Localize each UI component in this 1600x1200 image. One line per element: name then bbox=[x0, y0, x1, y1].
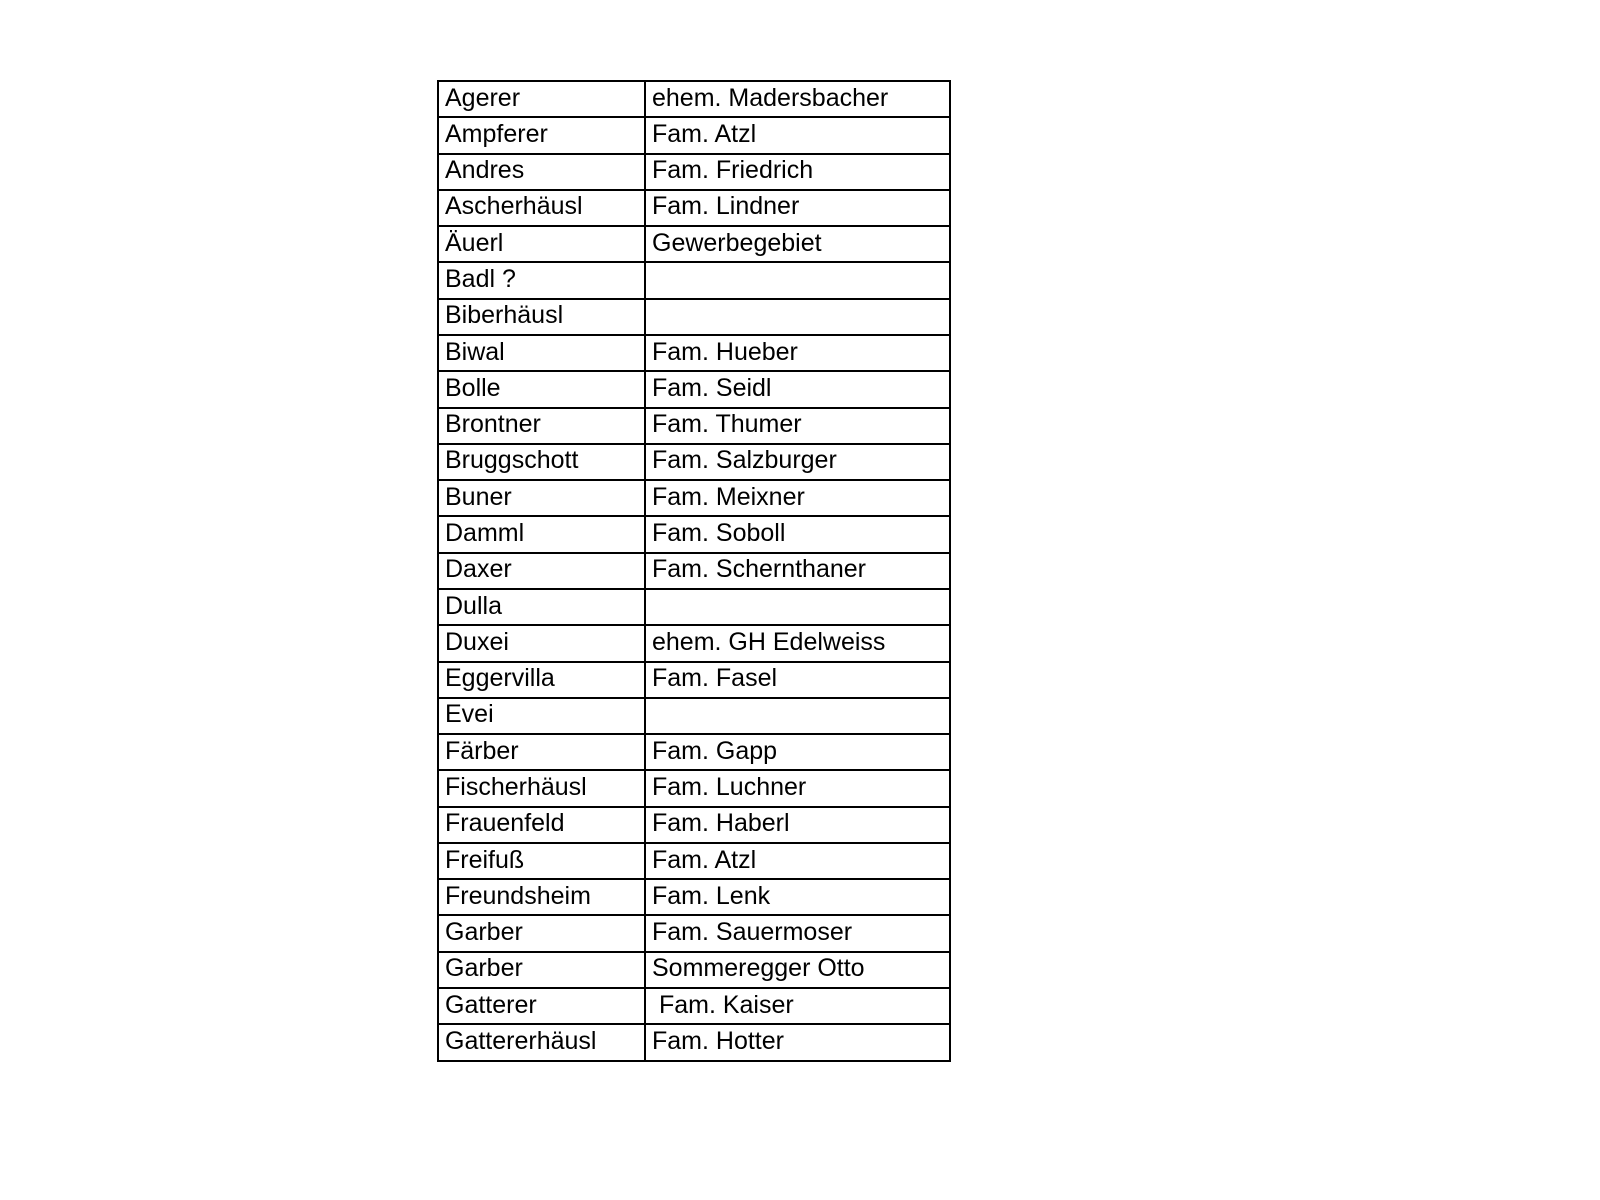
table-row: Eggervilla Fam. Fasel bbox=[437, 660, 951, 699]
occupant-cell: Sommeregger Otto bbox=[644, 950, 951, 990]
table-row: Gatterer Fam. Kaiser bbox=[437, 987, 951, 1026]
house-name-cell: Brontner bbox=[437, 406, 646, 445]
table-row: Bruggschott Fam. Salzburger bbox=[437, 442, 951, 482]
table-row: Biberhäusl bbox=[437, 297, 951, 336]
table-row: Dulla bbox=[437, 587, 951, 627]
table-row: Daxer Fam. Schernthaner bbox=[437, 551, 951, 590]
occupant-cell: Fam. Lenk bbox=[644, 878, 951, 917]
table-row: Frauenfeld Fam. Haberl bbox=[437, 805, 951, 844]
table-row: Biwal Fam. Hueber bbox=[437, 333, 951, 373]
house-name-cell: Daxer bbox=[437, 551, 646, 590]
table-row: Freifuß Fam. Atzl bbox=[437, 841, 951, 881]
occupant-cell bbox=[644, 587, 951, 627]
occupant-cell: Fam. Lindner bbox=[644, 188, 951, 228]
house-name-cell: Frauenfeld bbox=[437, 805, 646, 844]
table-row: Buner Fam. Meixner bbox=[437, 479, 951, 518]
occupant-cell bbox=[644, 696, 951, 736]
house-name-cell: Freundsheim bbox=[437, 878, 646, 917]
house-occupant-table: Agerer ehem. Madersbacher Ampferer Fam. Atz… bbox=[437, 79, 951, 1062]
occupant-cell bbox=[644, 297, 951, 336]
house-name-cell: Gattererhäusl bbox=[437, 1023, 646, 1062]
table-row: Äuerl Gewerbegebiet bbox=[437, 225, 951, 264]
house-name-cell: Evei bbox=[437, 696, 646, 736]
house-name-cell: Damml bbox=[437, 515, 646, 554]
table-row: Badl ? bbox=[437, 261, 951, 300]
occupant-cell: Fam. Hotter bbox=[644, 1023, 951, 1062]
table-row: Brontner Fam. Thumer bbox=[437, 406, 951, 445]
house-name-cell: Fischerhäusl bbox=[437, 769, 646, 808]
occupant-cell: Gewerbegebiet bbox=[644, 225, 951, 264]
occupant-cell: Fam. Salzburger bbox=[644, 442, 951, 482]
occupant-cell: Fam. Haberl bbox=[644, 805, 951, 844]
table-row: Ampferer Fam. Atzl bbox=[437, 116, 951, 155]
house-name-cell: Ampferer bbox=[437, 116, 646, 155]
occupant-cell: Fam. Thumer bbox=[644, 406, 951, 445]
occupant-cell: Fam. Seidl bbox=[644, 370, 951, 409]
occupant-cell: Fam. Hueber bbox=[644, 333, 951, 373]
occupant-cell: ehem. Madersbacher bbox=[644, 79, 951, 119]
occupant-cell: Fam. Kaiser bbox=[644, 987, 951, 1026]
occupant-cell bbox=[644, 261, 951, 300]
occupant-cell: Fam. Soboll bbox=[644, 515, 951, 554]
house-name-cell: Freifuß bbox=[437, 841, 646, 881]
house-name-cell: Biberhäusl bbox=[437, 297, 646, 336]
house-name-cell: Bruggschott bbox=[437, 442, 646, 482]
table-row: Agerer ehem. Madersbacher bbox=[437, 79, 951, 119]
occupant-cell: Fam. Schernthaner bbox=[644, 551, 951, 590]
occupant-cell: Fam. Sauermoser bbox=[644, 914, 951, 953]
table-row: Andres Fam. Friedrich bbox=[437, 152, 951, 191]
table-row: Garber Fam. Sauermoser bbox=[437, 914, 951, 953]
table-row: Färber Fam. Gapp bbox=[437, 733, 951, 772]
occupant-cell: Fam. Gapp bbox=[644, 733, 951, 772]
house-name-cell: Biwal bbox=[437, 333, 646, 373]
table-row: Duxei ehem. GH Edelweiss bbox=[437, 624, 951, 663]
table-body: Agerer ehem. Madersbacher Ampferer Fam. Atz… bbox=[437, 79, 951, 1062]
occupant-cell: Fam. Fasel bbox=[644, 660, 951, 699]
table-row: Bolle Fam. Seidl bbox=[437, 370, 951, 409]
house-name-cell: Garber bbox=[437, 914, 646, 953]
occupant-cell: Fam. Atzl bbox=[644, 841, 951, 881]
table-row: Fischerhäusl Fam. Luchner bbox=[437, 769, 951, 808]
house-name-cell: Gatterer bbox=[437, 987, 646, 1026]
table-row: Evei bbox=[437, 696, 951, 736]
house-name-cell: Garber bbox=[437, 950, 646, 990]
house-name-cell: Agerer bbox=[437, 79, 646, 119]
house-name-cell: Eggervilla bbox=[437, 660, 646, 699]
house-name-cell: Badl ? bbox=[437, 261, 646, 300]
occupant-cell: Fam. Friedrich bbox=[644, 152, 951, 191]
occupant-cell: Fam. Luchner bbox=[644, 769, 951, 808]
table-row: Freundsheim Fam. Lenk bbox=[437, 878, 951, 917]
table-row: Ascherhäusl Fam. Lindner bbox=[437, 188, 951, 228]
table-row: Damml Fam. Soboll bbox=[437, 515, 951, 554]
occupant-cell: Fam. Meixner bbox=[644, 479, 951, 518]
house-name-cell: Ascherhäusl bbox=[437, 188, 646, 228]
house-name-cell: Buner bbox=[437, 479, 646, 518]
house-name-cell: Duxei bbox=[437, 624, 646, 663]
house-name-cell: Äuerl bbox=[437, 225, 646, 264]
house-name-cell: Andres bbox=[437, 152, 646, 191]
occupant-cell: Fam. Atzl bbox=[644, 116, 951, 155]
table-row: Garber Sommeregger Otto bbox=[437, 950, 951, 990]
house-name-cell: Dulla bbox=[437, 587, 646, 627]
occupant-cell: ehem. GH Edelweiss bbox=[644, 624, 951, 663]
house-name-cell: Bolle bbox=[437, 370, 646, 409]
house-name-cell: Färber bbox=[437, 733, 646, 772]
table-row: Gattererhäusl Fam. Hotter bbox=[437, 1023, 951, 1062]
